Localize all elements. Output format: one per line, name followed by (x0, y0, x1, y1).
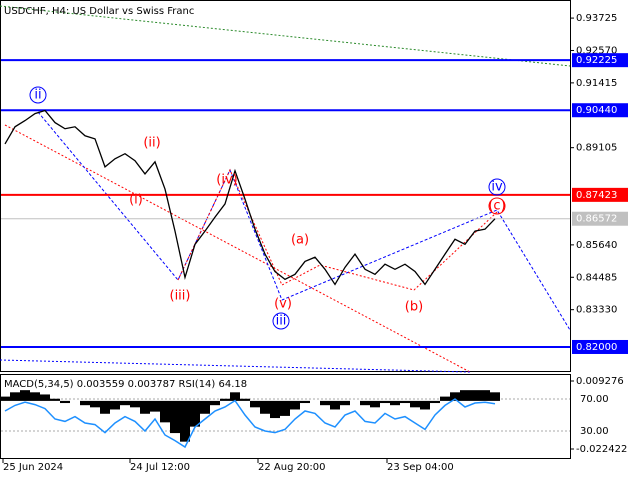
macd-bar (330, 400, 340, 410)
macd-bar (380, 400, 390, 404)
wave-label: (v) (274, 297, 292, 312)
macd-bar (400, 400, 410, 404)
wave-label: (a) (291, 233, 309, 248)
y-tick-label: 0.84485 (576, 272, 617, 283)
y-tick-label: 30.00 (580, 426, 609, 437)
macd-bar (490, 392, 500, 401)
macd-bar (30, 392, 40, 401)
price-frame (0, 0, 571, 372)
macd-bar (340, 400, 350, 406)
macd-bar (280, 400, 290, 416)
macd-bar (220, 398, 230, 401)
macd-bar (450, 392, 460, 401)
x-tick-label: 22 Aug 20:00 (258, 462, 325, 473)
macd-bar (470, 390, 480, 401)
wave-label: iv (491, 180, 503, 195)
y-tick-label: 0.91415 (576, 78, 617, 89)
wave-label: (iii) (170, 289, 191, 304)
macd-bar (40, 394, 50, 401)
macd-bar (230, 392, 240, 401)
level-tag (572, 53, 628, 68)
trend-line (0, 5, 571, 67)
macd-bar (0, 396, 10, 401)
macd-bar (260, 400, 270, 414)
macd-bar (170, 400, 180, 434)
macd-bar (210, 400, 220, 406)
level-tag (572, 187, 628, 202)
macd-bar (50, 398, 60, 401)
macd-bar (240, 398, 250, 401)
level-label: 0.87423 (576, 190, 617, 201)
macd-bar (80, 400, 90, 406)
macd-bar (100, 400, 110, 414)
indicator-frame (0, 374, 571, 459)
macd-bar (140, 400, 150, 414)
y-tick-label: 0.009276 (576, 376, 624, 387)
macd-bar (440, 396, 450, 401)
macd-bar (430, 400, 440, 404)
level-tag (572, 211, 628, 226)
y-tick-label: 0.92570 (576, 45, 617, 56)
wave-circle (488, 178, 506, 196)
wave-label: (iv) (216, 173, 237, 188)
level-label: 0.90440 (576, 105, 617, 116)
macd-bar (480, 390, 490, 401)
wave-circle (272, 312, 290, 330)
y-tick-label: 70.00 (580, 394, 609, 405)
wave-circle (29, 86, 47, 104)
indicator-title: MACD(5,34,5) 0.003559 0.003787 RSI(14) 6… (4, 379, 247, 390)
y-tick-label: 0.83330 (576, 305, 617, 316)
level-label: 0.92225 (576, 55, 617, 66)
price-line (4, 109, 496, 286)
x-tick-label: 23 Sep 04:00 (387, 462, 454, 473)
wave-label: ii (34, 88, 41, 103)
x-tick-label: 25 Jun 2024 (3, 462, 63, 473)
macd-bar (410, 400, 420, 408)
macd-bar (290, 400, 300, 410)
macd-bar (150, 400, 160, 412)
macd-bar (270, 400, 280, 419)
y-tick-label: 0.89105 (576, 143, 617, 154)
macd-bar (90, 400, 100, 408)
level-tag (572, 103, 628, 118)
y-tick-label: 0.85640 (576, 240, 617, 251)
macd-bar (60, 400, 70, 404)
macd-bar (460, 390, 470, 401)
wave-label: (ii) (143, 136, 160, 151)
wave-line (37, 111, 571, 331)
macd-bar (360, 400, 370, 406)
rsi-line (4, 398, 496, 449)
macd-bar (120, 400, 130, 406)
macd-bar (420, 400, 430, 410)
macd-bar (300, 400, 310, 404)
y-tick-label: -0.022422 (576, 444, 627, 455)
x-tick-label: 24 Jul 12:00 (130, 462, 190, 473)
level-label: 0.86572 (576, 214, 617, 225)
chart-title: USDCHF, H4: US Dollar vs Swiss Franc (4, 6, 194, 17)
wave-line (177, 168, 498, 291)
y-tick-label: 0.93725 (576, 13, 617, 24)
wave-label: (c) (488, 199, 505, 214)
level-label: 0.82000 (576, 342, 617, 353)
macd-bar (130, 400, 140, 408)
wave-label: (i) (129, 193, 143, 208)
macd-bar (390, 400, 400, 406)
macd-bar (190, 400, 200, 427)
macd-bar (20, 390, 30, 401)
macd-bar (370, 400, 380, 408)
macd-bar (160, 400, 170, 423)
level-tag (572, 339, 628, 354)
wave-label: (b) (405, 300, 423, 315)
macd-bar (250, 400, 260, 408)
macd-bar (180, 400, 190, 442)
macd-bar (10, 392, 20, 401)
wave-label: iii (276, 314, 287, 329)
macd-bar (110, 400, 120, 410)
macd-bar (320, 400, 330, 406)
wave-circle (488, 197, 506, 215)
macd-bar (200, 400, 210, 414)
